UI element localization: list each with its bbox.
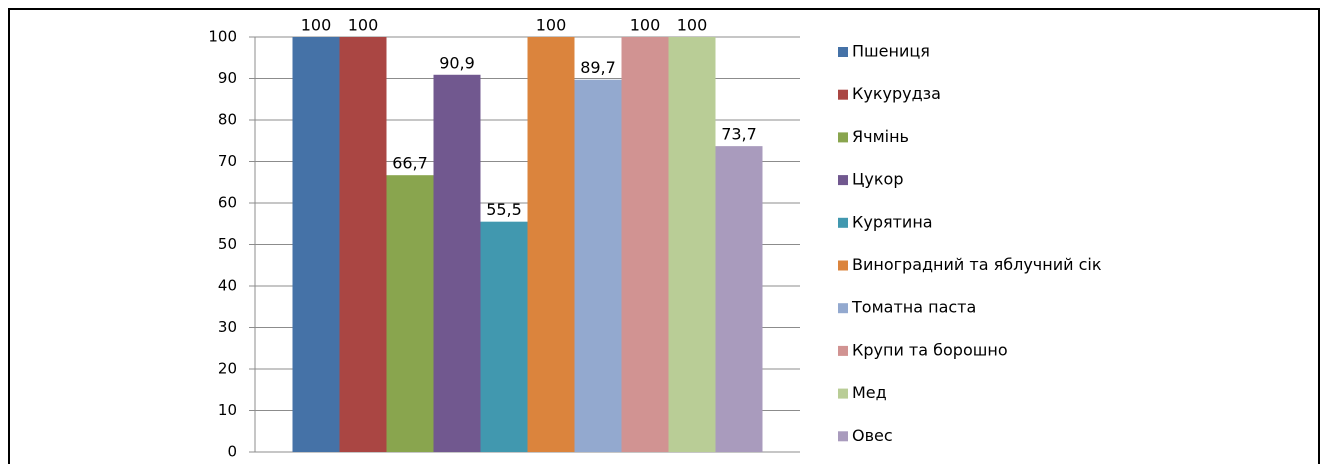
- legend-swatch: [838, 47, 848, 57]
- legend-label: Цукор: [852, 170, 904, 189]
- legend-swatch: [838, 431, 848, 442]
- bar: [480, 221, 528, 452]
- data-label: 55,5: [486, 200, 522, 219]
- legend-label: Кукурудза: [852, 84, 941, 103]
- legend-swatch: [838, 303, 848, 314]
- data-label: 89,7: [580, 58, 616, 77]
- bar: [715, 146, 763, 452]
- y-tick-label: 60: [218, 194, 237, 212]
- legend-swatch: [838, 388, 848, 399]
- y-tick-label: 80: [218, 111, 237, 129]
- bar: [668, 37, 716, 452]
- legend-label: Ячмінь: [852, 127, 909, 146]
- bar: [527, 37, 575, 452]
- legend-swatch: [838, 217, 848, 228]
- chart-frame: [8, 8, 1320, 464]
- legend-swatch: [838, 175, 848, 186]
- data-label: 100: [630, 16, 661, 35]
- data-label: 90,9: [439, 53, 475, 72]
- bar: [574, 79, 622, 453]
- legend-swatch: [838, 89, 848, 100]
- legend-swatch: [838, 260, 848, 271]
- legend-swatch: [838, 345, 848, 356]
- y-tick-label: 40: [218, 277, 237, 295]
- bar: [386, 175, 434, 452]
- y-tick-label: 0: [227, 443, 237, 461]
- legend-label: Крупи та борошно: [852, 340, 1008, 359]
- bar: [433, 74, 481, 452]
- data-label: 100: [677, 16, 708, 35]
- legend-label: Томатна паста: [851, 298, 976, 317]
- y-tick-label: 90: [218, 69, 237, 87]
- bar: [292, 37, 340, 452]
- y-tick-label: 100: [208, 28, 237, 46]
- legend-label: Овес: [852, 426, 893, 445]
- data-label: 66,7: [392, 154, 428, 173]
- legend-label: Мед: [852, 383, 887, 402]
- legend-swatch: [838, 132, 848, 143]
- legend-label: Курятина: [852, 212, 933, 231]
- data-label: 73,7: [721, 125, 757, 144]
- y-tick-label: 20: [218, 360, 237, 378]
- y-tick-label: 10: [218, 401, 237, 419]
- data-label: 100: [348, 16, 379, 35]
- legend-label: Пшениця: [852, 42, 930, 61]
- y-tick-label: 70: [218, 152, 237, 170]
- legend-label: Виноградний та яблучний сік: [852, 255, 1102, 274]
- bar: [339, 37, 387, 452]
- bar: [621, 37, 669, 452]
- y-tick-label: 50: [218, 235, 237, 253]
- y-tick-label: 30: [218, 318, 237, 336]
- data-label: 100: [301, 16, 332, 35]
- data-label: 100: [536, 16, 567, 35]
